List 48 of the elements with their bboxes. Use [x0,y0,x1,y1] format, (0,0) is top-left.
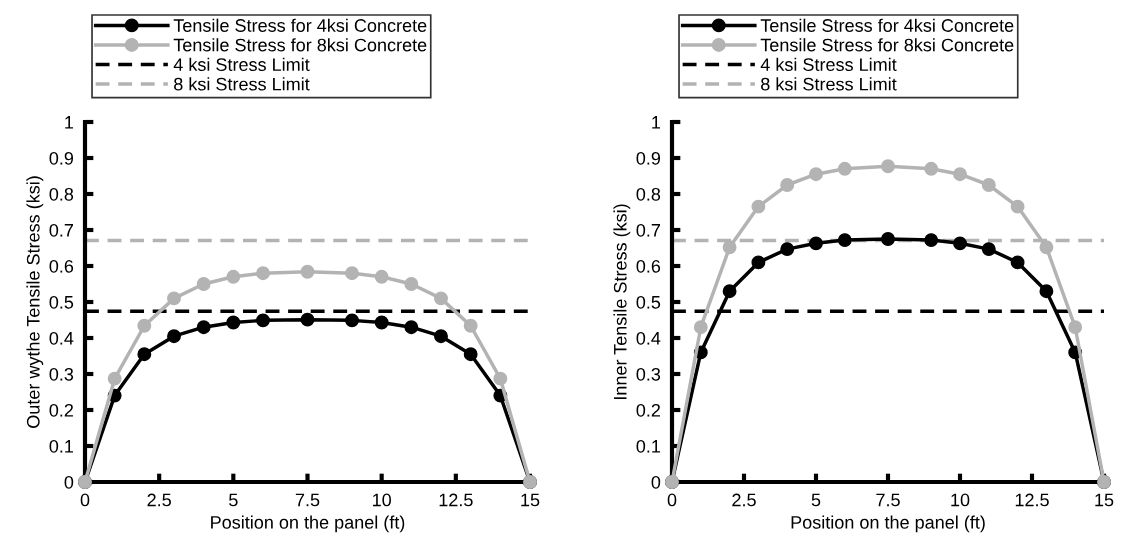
legend-label: Tensile Stress for 8ksi Concrete [173,38,427,52]
x-tick-label: 12.5 [1015,493,1049,507]
x-tick-label: 15 [1095,493,1114,507]
y-tick-label: 1 [652,116,661,129]
x-axis-title: Position on the panel (ft) [791,515,985,533]
y-tick-label: 0.7 [49,223,73,237]
y-tick-label: 0 [651,475,661,489]
legend-label: 8 ksi Stress Limit [761,77,897,91]
legend-label: Tensile Stress for 4ksi Concrete [760,18,1014,32]
x-tick-label: 10 [951,493,970,507]
y-axis-title: Outer wythe Tensile Stress (ksi) [26,176,44,428]
legend-label: 8 ksi Stress Limit [174,77,310,91]
y-axis-title: Inner Tensile Stress (ksi) [613,204,631,399]
y-tick-label: 0.1 [49,439,74,453]
y-tick-label: 0 [64,475,74,489]
x-axis-title: Position on the panel (ft) [211,515,405,533]
y-tick-label: 0.2 [636,403,660,417]
x-tick-label: 7.5 [295,493,320,507]
y-tick-label: 0.4 [636,331,661,345]
x-tick-label: 5 [811,493,821,507]
x-tick-label: 7.5 [876,493,900,507]
y-tick-label: 1 [65,116,74,129]
legend-label: Tensile Stress for 8ksi Concrete [760,38,1014,52]
x-tick-label: 12.5 [439,493,473,507]
y-tick-label: 0.3 [49,367,74,381]
x-tick-label: 5 [229,493,238,507]
x-tick-label: 2.5 [147,493,171,507]
legend-label: 4 ksi Stress Limit [760,57,897,71]
x-tick-label: 0 [667,493,677,507]
y-tick-label: 0.3 [636,367,661,381]
y-tick-label: 0.8 [636,187,661,201]
y-tick-label: 0.9 [49,151,74,165]
y-tick-label: 0.5 [636,295,661,309]
y-tick-label: 0.4 [49,331,74,345]
x-tick-label: 0 [80,493,90,507]
y-tick-label: 0.9 [636,151,661,165]
legend-label: Tensile Stress for 4ksi Concrete [173,18,427,32]
x-tick-label: 10 [373,493,391,507]
y-tick-label: 0.5 [49,295,74,309]
y-tick-label: 0.8 [49,187,74,201]
x-tick-label: 2.5 [732,493,756,507]
y-tick-label: 0.6 [49,259,74,273]
y-tick-label: 0.2 [49,403,73,417]
y-tick-label: 0.6 [636,259,661,273]
y-tick-label: 0.7 [636,223,660,237]
legend-label: 4 ksi Stress Limit [173,57,310,71]
y-tick-label: 0.1 [636,439,661,453]
x-tick-label: 15 [521,493,540,507]
